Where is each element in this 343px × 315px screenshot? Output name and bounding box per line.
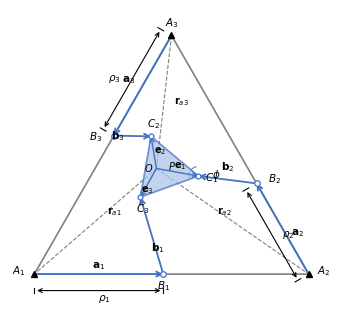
Text: $B_3$: $B_3$ bbox=[90, 130, 103, 144]
Text: $C_2$: $C_2$ bbox=[147, 117, 160, 131]
Text: $\phi$: $\phi$ bbox=[212, 168, 221, 182]
Text: $\mathbf{r}_{a3}$: $\mathbf{r}_{a3}$ bbox=[174, 95, 189, 108]
Text: $\mathbf{e}_2$: $\mathbf{e}_2$ bbox=[154, 145, 167, 157]
Text: $A_3$: $A_3$ bbox=[165, 16, 178, 30]
Text: $O$: $O$ bbox=[143, 163, 153, 175]
Text: $A_2$: $A_2$ bbox=[317, 265, 331, 278]
Text: $\mathbf{r}_{a1}$: $\mathbf{r}_{a1}$ bbox=[107, 205, 122, 218]
Text: $\mathbf{b}_2$: $\mathbf{b}_2$ bbox=[221, 160, 234, 174]
Text: $\mathbf{e}_3$: $\mathbf{e}_3$ bbox=[141, 184, 153, 196]
Text: $\mathbf{b}_1$: $\mathbf{b}_1$ bbox=[151, 241, 164, 255]
Text: $P$: $P$ bbox=[168, 160, 175, 172]
Text: $\mathbf{a}_2$: $\mathbf{a}_2$ bbox=[291, 227, 304, 239]
Text: $\mathbf{a}_1$: $\mathbf{a}_1$ bbox=[92, 261, 105, 272]
Text: $C_3$: $C_3$ bbox=[137, 203, 150, 216]
Text: $C_1$: $C_1$ bbox=[205, 171, 219, 185]
Text: $\mathbf{e}_1$: $\mathbf{e}_1$ bbox=[174, 160, 186, 172]
Text: $\mathbf{b}_3$: $\mathbf{b}_3$ bbox=[110, 129, 124, 143]
Text: $\rho_2$: $\rho_2$ bbox=[282, 229, 295, 241]
Text: $\mathbf{a}_3$: $\mathbf{a}_3$ bbox=[122, 74, 135, 86]
Text: $\rho_1$: $\rho_1$ bbox=[98, 293, 110, 305]
Text: $\rho_3$: $\rho_3$ bbox=[108, 73, 120, 85]
Text: $\mathbf{r}_{a2}$: $\mathbf{r}_{a2}$ bbox=[217, 205, 232, 218]
Text: $B_1$: $B_1$ bbox=[157, 279, 170, 293]
Text: $B_2$: $B_2$ bbox=[268, 172, 281, 186]
Polygon shape bbox=[140, 136, 198, 197]
Text: $A_1$: $A_1$ bbox=[12, 265, 26, 278]
